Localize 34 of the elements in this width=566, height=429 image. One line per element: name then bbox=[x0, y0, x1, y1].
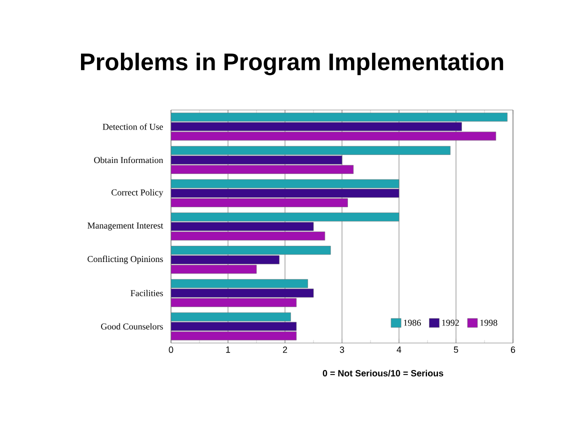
legend-label: 1998 bbox=[480, 320, 498, 326]
legend-label: 1986 bbox=[404, 320, 421, 326]
bar bbox=[171, 279, 308, 288]
legend-label: 1992 bbox=[442, 320, 459, 326]
y-tick-label: Management Interest bbox=[88, 222, 164, 230]
x-axis-title: 0 = Not Serious/10 = Serious bbox=[322, 370, 444, 376]
x-tick-label: 4 bbox=[396, 346, 402, 353]
y-tick-label: Facilities bbox=[130, 290, 163, 296]
bar bbox=[171, 212, 400, 222]
bar bbox=[171, 146, 450, 155]
bar bbox=[171, 322, 297, 331]
y-tick-label: Obtain Information bbox=[94, 156, 164, 164]
bar bbox=[171, 298, 297, 307]
bar bbox=[171, 288, 314, 298]
y-tick-label: Good Counselors bbox=[101, 323, 163, 330]
x-tick-label: 1 bbox=[226, 346, 230, 353]
x-tick-label: 2 bbox=[282, 346, 288, 353]
bar bbox=[171, 232, 326, 240]
x-tick-label: 5 bbox=[454, 346, 458, 353]
x-tick-label: 3 bbox=[340, 346, 344, 353]
x-tick-label: 6 bbox=[510, 346, 516, 353]
x-tick-label: 0 bbox=[168, 346, 174, 353]
y-tick-label: Correct Policy bbox=[112, 189, 164, 198]
bar bbox=[171, 331, 297, 340]
bar bbox=[171, 122, 462, 132]
chart-title: Problems in Program Implementation bbox=[81, 52, 504, 76]
bar bbox=[171, 112, 508, 122]
bar bbox=[171, 156, 342, 164]
y-tick-label: Detection of Use bbox=[102, 123, 163, 130]
bar bbox=[171, 312, 291, 322]
bar bbox=[171, 132, 496, 141]
bar bbox=[171, 222, 314, 231]
bar bbox=[171, 165, 354, 174]
y-tick-label: Conflicting Opinions bbox=[88, 256, 163, 264]
